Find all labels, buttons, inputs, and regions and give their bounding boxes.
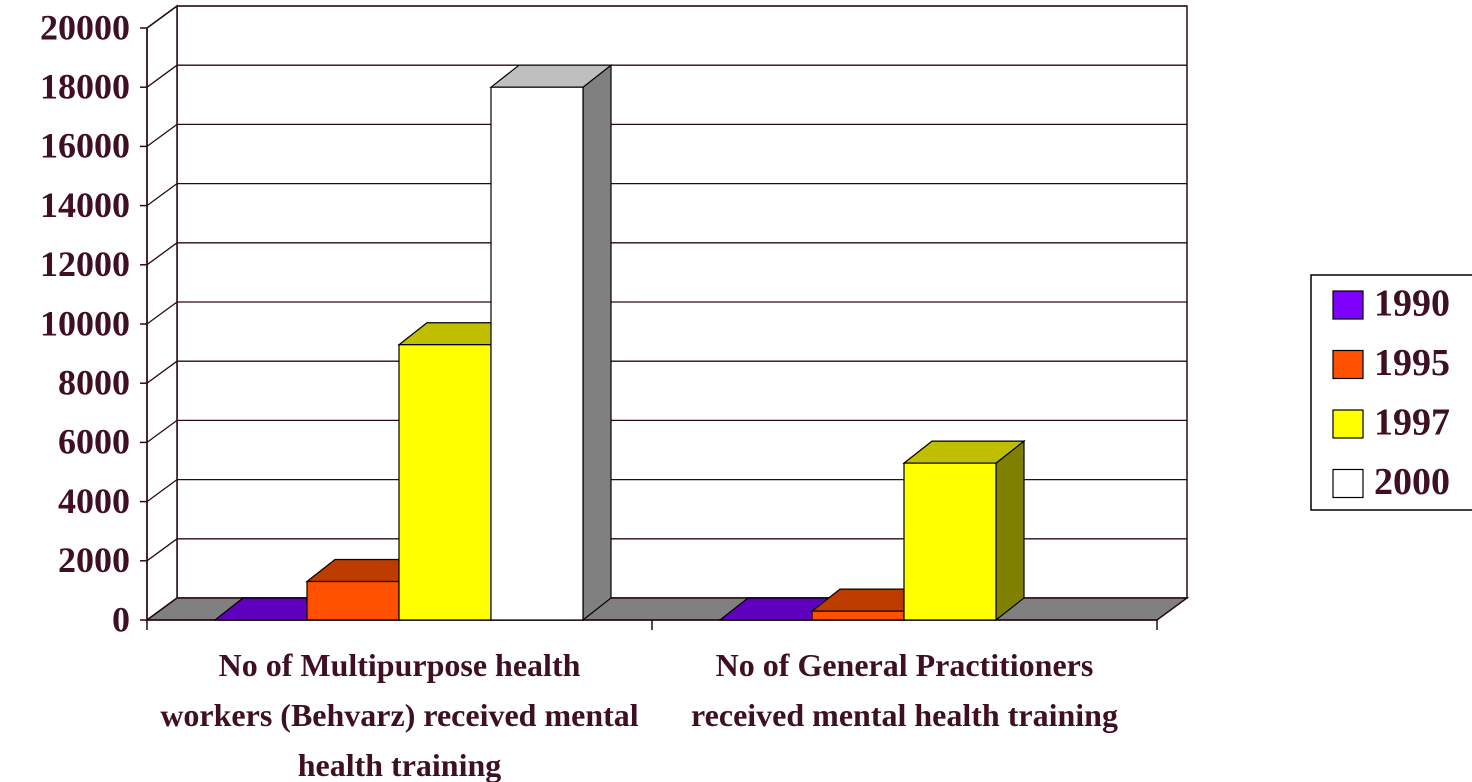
y-tick-label: 6000 xyxy=(58,422,130,462)
y-tick-label: 2000 xyxy=(58,540,130,580)
grid-line-side xyxy=(146,5,178,29)
bar-front xyxy=(490,86,584,621)
legend-label: 1995 xyxy=(1374,342,1450,384)
legend-swatch xyxy=(1332,290,1364,320)
grid-line xyxy=(146,301,1187,325)
y-tick-label: 14000 xyxy=(40,185,130,225)
y-tick-label: 4000 xyxy=(58,481,130,521)
bar-front xyxy=(398,344,492,621)
bar-front xyxy=(811,610,905,621)
y-tick-label: 18000 xyxy=(40,66,130,106)
legend-swatch xyxy=(1332,409,1364,439)
bar xyxy=(489,63,613,622)
y-tick-label: 8000 xyxy=(58,362,130,402)
legend-label: 2000 xyxy=(1374,461,1450,503)
legend-label: 1997 xyxy=(1374,402,1450,444)
y-tick-label: 20000 xyxy=(40,7,130,47)
grid-line xyxy=(146,5,1187,29)
y-tick-label: 16000 xyxy=(40,126,130,166)
bar-front xyxy=(903,462,997,621)
grid-line-side xyxy=(146,301,178,325)
x-tick-label: No of Multipurpose health workers (Behva… xyxy=(160,647,639,782)
grid-line xyxy=(146,360,1187,384)
bar-side xyxy=(582,63,612,622)
legend-swatch xyxy=(1332,468,1364,499)
grid-line-side xyxy=(146,419,178,443)
grid-line-side xyxy=(146,64,178,88)
grid-line xyxy=(146,123,1187,147)
grid-line-side xyxy=(146,360,178,384)
bar xyxy=(902,439,1026,622)
grid-line-side xyxy=(146,479,178,503)
grid-line xyxy=(146,242,1187,266)
legend-swatch xyxy=(1332,349,1364,380)
grid-line xyxy=(146,182,1187,207)
y-tick-label: 0 xyxy=(112,599,130,639)
grid-line-side xyxy=(146,242,178,266)
x-tick-label: No of General Practitioners received men… xyxy=(691,647,1118,733)
y-tick-label: 10000 xyxy=(40,303,130,343)
grid-line xyxy=(146,419,1187,443)
y-tick-label: 12000 xyxy=(40,244,130,284)
grid-line-side xyxy=(146,123,178,147)
legend-label: 1990 xyxy=(1374,283,1450,325)
bar-side xyxy=(995,439,1025,622)
grid-line-side xyxy=(146,183,178,207)
grid-line-side xyxy=(146,538,178,562)
bar-front xyxy=(306,580,400,621)
grid-line xyxy=(146,64,1187,88)
